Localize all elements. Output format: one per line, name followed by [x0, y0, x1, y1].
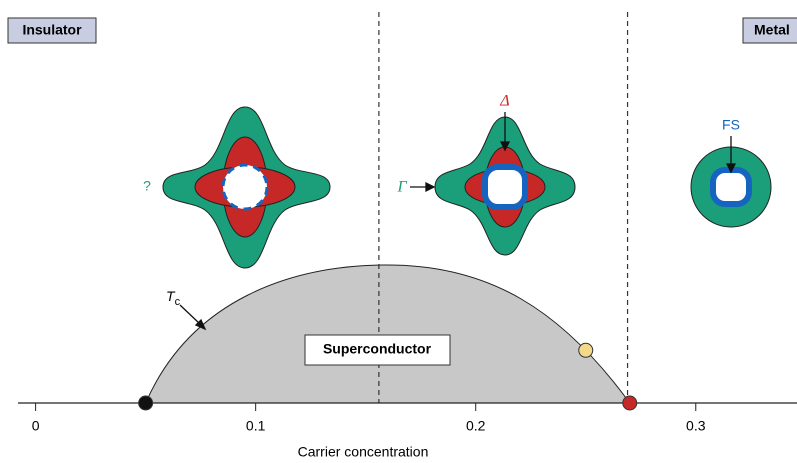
gamma-label: Γ	[396, 179, 407, 196]
insulator-label: Insulator	[22, 22, 82, 38]
marker	[139, 396, 153, 410]
x-axis-title: Carrier concentration	[298, 444, 429, 460]
unknown-label: ?	[143, 178, 151, 194]
tc-label: Tc	[166, 288, 181, 308]
tc-sub: c	[175, 296, 181, 308]
inset-pseudogap	[163, 107, 330, 268]
x-tick-label: 0.1	[246, 418, 266, 434]
delta-label: Δ	[499, 93, 509, 110]
fs-label: FS	[722, 117, 740, 133]
marker	[623, 396, 637, 410]
x-tick-label: 0.3	[686, 418, 706, 434]
superconductor-label: Superconductor	[323, 341, 432, 357]
metal-label: Metal	[754, 22, 790, 38]
x-tick-label: 0	[32, 418, 40, 434]
x-tick-label: 0.2	[466, 418, 486, 434]
superconducting-dome	[146, 265, 630, 403]
figure: ? Γ Δ FS Tc Insulator Metal Superconduct…	[0, 0, 797, 463]
marker	[579, 343, 593, 357]
